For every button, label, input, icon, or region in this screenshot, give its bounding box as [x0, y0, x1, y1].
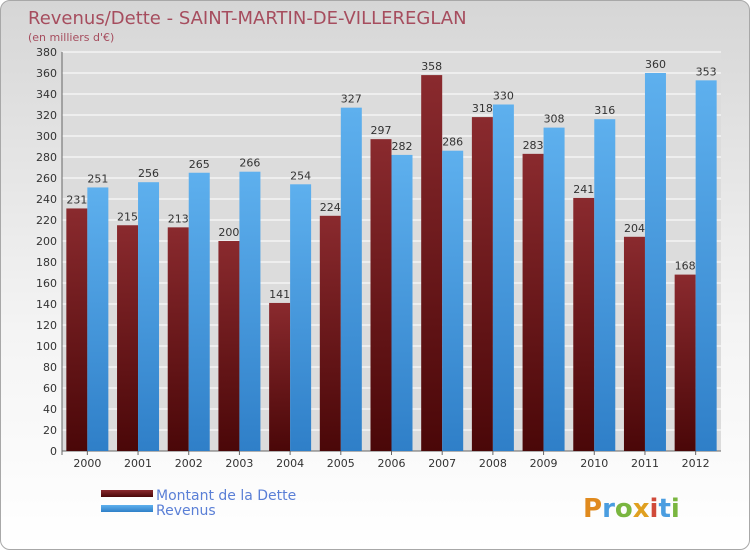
bar-debt: [522, 153, 544, 451]
y-tick-label: 360: [36, 67, 57, 80]
bar-revenus: [594, 119, 616, 451]
chart-subtitle: (en milliers d'€): [28, 31, 114, 44]
bar-debt: [218, 241, 240, 451]
data-label-revenus: 353: [696, 65, 717, 78]
legend: Montant de la Dette Revenus: [101, 488, 296, 519]
data-label-revenus: 254: [290, 169, 311, 182]
y-tick-label: 0: [50, 445, 57, 458]
bar-revenus: [695, 80, 717, 451]
data-label-revenus: 265: [189, 158, 210, 171]
bar-revenus: [239, 171, 261, 451]
bar-debt: [421, 75, 443, 451]
chart-title: Revenus/Dette - SAINT-MARTIN-DE-VILLEREG…: [28, 8, 467, 29]
legend-swatch-debt: [101, 490, 153, 497]
legend-label-debt: Montant de la Dette: [156, 488, 296, 504]
bar-revenus: [188, 172, 210, 451]
bar-revenus: [492, 104, 514, 451]
bar-debt: [573, 197, 595, 451]
x-tick-label: 2005: [327, 457, 355, 470]
x-tick-label: 2004: [276, 457, 304, 470]
data-label-revenus: 316: [594, 104, 615, 117]
y-tick-label: 40: [43, 403, 57, 416]
legend-swatch-revenus: [101, 505, 153, 512]
y-tick-label: 160: [36, 277, 57, 290]
x-tick-label: 2011: [631, 457, 659, 470]
bar-debt: [167, 227, 189, 451]
bar-debt: [66, 208, 88, 451]
bar-debt: [623, 236, 645, 451]
x-tick-label: 2010: [580, 457, 608, 470]
bar-revenus: [138, 182, 160, 451]
y-tick-label: 280: [36, 151, 57, 164]
data-label-debt: 168: [675, 260, 696, 273]
bar-debt: [319, 215, 341, 451]
x-tick-label: 2001: [124, 457, 152, 470]
bar-debt: [471, 117, 493, 451]
data-label-debt: 204: [624, 222, 645, 235]
data-label-debt: 318: [472, 102, 493, 115]
x-tick-label: 2006: [378, 457, 406, 470]
data-label-debt: 200: [218, 226, 239, 239]
data-label-revenus: 327: [341, 93, 362, 106]
y-tick-label: 140: [36, 298, 57, 311]
y-tick-label: 220: [36, 214, 57, 227]
data-label-debt: 297: [371, 124, 392, 137]
data-label-revenus: 286: [442, 136, 463, 149]
data-label-debt: 213: [168, 212, 189, 225]
y-tick-label: 20: [43, 424, 57, 437]
bar-revenus: [290, 184, 312, 452]
bar-revenus: [87, 187, 109, 451]
data-label-revenus: 251: [87, 172, 108, 185]
svg-text:Proxiti: Proxiti: [583, 494, 680, 524]
x-tick-label: 2003: [225, 457, 253, 470]
x-tick-label: 2008: [479, 457, 507, 470]
bar-revenus: [391, 154, 413, 451]
bar-revenus: [543, 127, 565, 451]
y-tick-label: 300: [36, 130, 57, 143]
y-tick-label: 200: [36, 235, 57, 248]
data-label-debt: 358: [421, 60, 442, 73]
data-label-revenus: 256: [138, 167, 159, 180]
x-tick-label: 2012: [682, 457, 710, 470]
bar-debt: [117, 225, 139, 451]
legend-label-revenus: Revenus: [156, 503, 216, 519]
y-tick-label: 380: [36, 46, 57, 59]
data-label-revenus: 360: [645, 58, 666, 71]
data-label-debt: 231: [66, 193, 87, 206]
y-tick-label: 340: [36, 88, 57, 101]
bar-debt: [674, 274, 696, 451]
x-tick-label: 2000: [73, 457, 101, 470]
x-tick-label: 2002: [175, 457, 203, 470]
y-tick-label: 320: [36, 109, 57, 122]
y-tick-label: 60: [43, 382, 57, 395]
y-tick-label: 240: [36, 193, 57, 206]
data-label-debt: 241: [573, 183, 594, 196]
y-tick-label: 120: [36, 319, 57, 332]
bar-debt: [370, 139, 392, 451]
data-label-debt: 141: [269, 288, 290, 301]
data-label-debt: 224: [320, 201, 341, 214]
plot-area: 0 20 40 60 80 100 120 140 160 180 200 220 240 260 280 3…: [36, 46, 721, 470]
data-label-debt: 283: [523, 139, 544, 152]
bar-revenus: [442, 150, 464, 451]
x-tick-label: 2007: [428, 457, 456, 470]
data-label-revenus: 330: [493, 90, 514, 103]
y-tick-label: 100: [36, 340, 57, 353]
bar-debt: [269, 302, 291, 451]
bar-revenus: [340, 107, 362, 452]
bar-revenus: [644, 73, 666, 451]
data-label-revenus: 266: [239, 157, 260, 170]
data-label-revenus: 282: [392, 140, 413, 153]
y-tick-label: 260: [36, 172, 57, 185]
y-tick-label: 80: [43, 361, 57, 374]
proxiti-logo: Proxiti: [583, 494, 680, 524]
x-tick-label: 2009: [530, 457, 558, 470]
y-tick-label: 180: [36, 256, 57, 269]
data-label-revenus: 308: [544, 113, 565, 126]
data-label-debt: 215: [117, 210, 138, 223]
